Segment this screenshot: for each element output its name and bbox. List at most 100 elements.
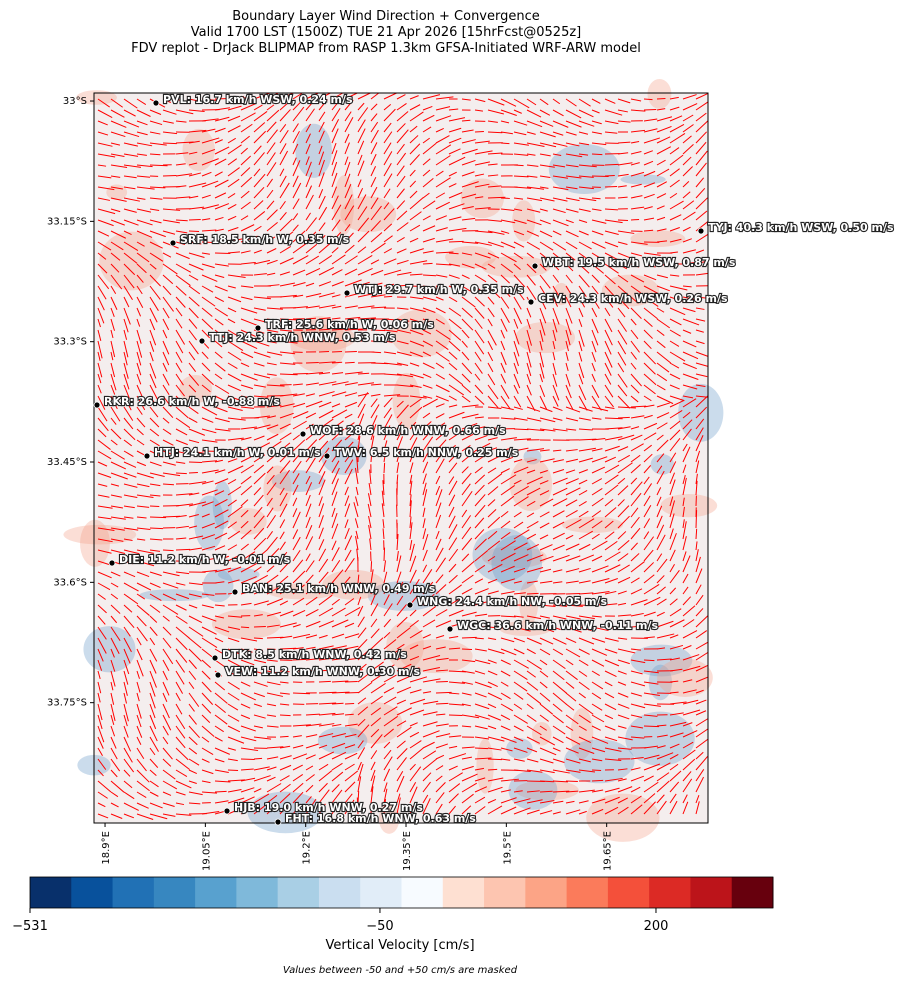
station-dot [94,402,100,408]
station-dot [324,453,330,459]
wind-vector [306,362,319,363]
wind-vector [449,241,464,242]
shading [630,230,685,247]
colorbar-segment [484,877,526,908]
wind-vector [644,726,659,727]
station-label: TYJ: 40.3 km/h WSW, 0.50 m/s [708,221,894,234]
wind-vector [345,681,358,682]
station-dot [170,240,176,246]
x-tick-label: 19.65°E [603,831,614,871]
station-label: HTJ: 24.1 km/h W, 0.01 m/s [154,446,321,459]
station-label: SRF: 18.5 km/h W, 0.35 m/s [180,233,350,246]
wind-vector [150,528,163,529]
wind-vector [436,703,448,704]
wind-vector [618,417,630,418]
x-tick-label: 19.5°E [502,831,513,865]
colorbar-segment [525,877,567,908]
station-label: WOF: 28.6 km/h WNW, 0.66 m/s [310,424,506,437]
shading [106,185,127,200]
colorbar-segment [195,877,237,908]
wind-vector [631,219,639,220]
shading [657,658,713,697]
wind-vector [241,627,249,628]
wind-vector [228,770,238,771]
y-tick-label: 33°S [63,96,87,107]
shading [99,232,163,291]
wind-vector [592,770,601,771]
shading [515,322,575,353]
wind-vector [592,154,602,155]
wind-vector [215,791,227,792]
wind-vector [592,780,603,781]
station-label: RKR: 26.6 km/h W, -0.88 m/s [104,395,280,408]
shading [473,528,533,582]
shading [212,609,281,639]
shading [461,178,504,218]
x-tick-label: 19.2°E [302,831,313,865]
wind-vector [423,275,436,276]
station-label: TWV: 6.5 km/h NNW, 0.25 m/s [334,446,519,459]
wind-vector [280,736,289,737]
station-label: PVL: 16.7 km/h WSW, 0.24 m/s [163,93,353,106]
wind-vector [527,593,539,594]
wind-vector [462,649,472,650]
station-dot [528,299,534,305]
colorbar-segment [690,877,732,908]
station-label: VEW: 11.2 km/h WNW, 0.30 m/s [225,665,421,678]
wind-vector [644,109,656,110]
x-tick-label: 19.35°E [402,831,413,871]
station-label: CEV: 24.3 km/h WSW, 0.26 m/s [538,292,728,305]
shading [183,129,215,171]
station-label: WNG: 24.4 km/h NW, -0.05 m/s [417,595,607,608]
shading [660,494,717,517]
wind-vector [566,781,578,782]
colorbar-segment [732,877,774,908]
y-tick-label: 33.75°S [47,698,87,709]
wind-vector [319,681,331,682]
shading [620,174,665,184]
wind-vector [163,143,177,144]
shading [386,622,424,670]
wind-vector [189,219,201,220]
station-dot [232,589,238,595]
wind-vector [475,748,488,749]
wind-vector [163,175,176,176]
wind-vector [696,529,697,539]
wind-vector [332,351,342,352]
wind-vector [436,681,448,682]
wind-vector [371,561,372,572]
wind-vector [345,362,355,363]
title-line: Valid 1700 LST (1500Z) TUE 21 Apr 2026 [… [191,25,582,40]
wind-vector [514,429,528,430]
shading [203,569,234,602]
wind-vector [644,99,653,100]
wind-vector [189,472,198,473]
wind-vector [384,296,392,297]
x-tick-label: 18.9°E [101,831,112,865]
colorbar-segment [567,877,609,908]
colorbar-segment [113,877,155,908]
wind-vector [605,175,615,176]
shading [476,739,493,794]
station-dot [212,655,218,661]
station-dot [109,560,115,566]
colorbar-tick-label: −531 [12,919,48,934]
wind-vector [163,550,174,551]
wind-vector [254,758,262,759]
station-dot [199,338,205,344]
station-dot [144,453,150,459]
wind-vector [618,220,628,221]
wind-vector [384,548,385,561]
station-dot [407,602,413,608]
station-dot [344,290,350,296]
colorbar-segment [278,877,320,908]
colorbar-segment [236,877,278,908]
shading [508,770,557,809]
shading [318,727,368,755]
colorbar-segment [443,877,485,908]
shading [295,124,332,178]
y-tick-label: 33.3°S [53,337,87,348]
station-dot [215,672,221,678]
station-label: BAN: 25.1 km/h WNW, 0.49 m/s [242,582,436,595]
